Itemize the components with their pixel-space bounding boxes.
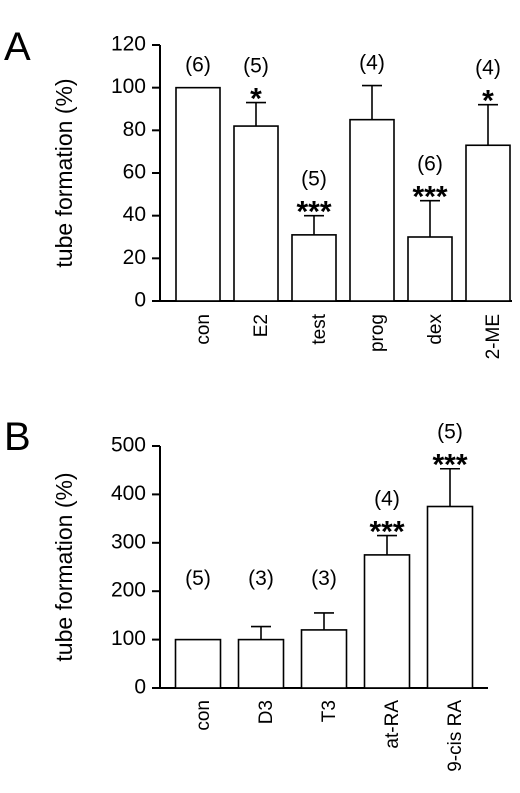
bar [349,118,395,302]
n-label: (5) [301,168,327,191]
significance-label: *** [369,516,404,549]
bar [237,638,285,689]
x-tick-label: con [193,314,214,345]
y-axis-label: tube formation (%) [51,78,77,267]
y-tick-label: 500 [111,434,146,457]
bar [233,125,279,302]
significance-label: *** [296,196,331,229]
n-label: (4) [374,488,400,511]
significance-label: * [250,83,262,116]
y-tick-label: 0 [134,289,146,312]
bar [407,236,453,302]
n-label: (6) [417,153,443,176]
n-label: (4) [475,57,501,80]
panel-letter-B: B [4,415,31,459]
y-tick-label: 300 [111,530,146,553]
y-tick-label: 60 [123,161,146,184]
bar [465,144,511,302]
n-label: (6) [185,54,211,77]
y-tick-label: 40 [123,203,146,226]
significance-label: *** [432,449,467,482]
x-tick-label: E2 [251,314,272,337]
x-tick-label: test [309,313,330,344]
x-tick-label: 2-ME [483,314,504,359]
n-label: (5) [243,55,269,78]
bar [175,86,221,302]
y-tick-label: 100 [111,627,146,650]
bar [426,505,474,689]
y-tick-label: 0 [134,676,146,699]
bar [291,234,337,302]
panel-letter-A: A [4,25,31,69]
y-tick-label: 400 [111,482,146,505]
bar [174,638,222,689]
y-tick-label: 20 [123,246,146,269]
x-tick-label: D3 [256,700,277,724]
y-tick-label: 80 [123,118,146,141]
bar [363,554,411,689]
bar [300,629,348,689]
significance-label: * [482,85,494,118]
n-label: (4) [359,52,385,75]
x-tick-label: at-RA [382,700,403,749]
x-tick-label: con [193,700,214,731]
x-tick-label: prog [367,314,388,352]
y-tick-label: 100 [111,75,146,98]
y-tick-label: 200 [111,579,146,602]
y-axis-label: tube formation (%) [51,472,77,661]
y-tick-label: 120 [111,33,146,56]
x-tick-label: dex [425,314,446,345]
x-tick-label: 9-cis RA [445,700,466,772]
n-label: (3) [248,567,274,590]
n-label: (5) [185,567,211,590]
n-label: (5) [437,421,463,444]
significance-label: *** [412,181,447,214]
x-tick-label: T3 [319,700,340,722]
n-label: (3) [311,567,337,590]
